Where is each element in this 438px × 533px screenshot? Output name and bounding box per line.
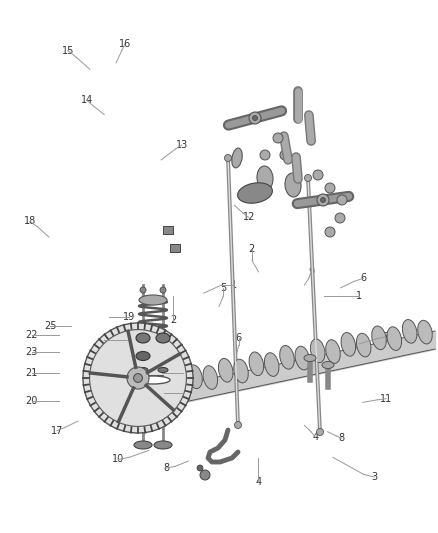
Circle shape: [160, 287, 166, 293]
Circle shape: [273, 133, 283, 143]
Text: 19: 19: [123, 312, 135, 322]
Circle shape: [335, 213, 345, 223]
Bar: [139, 388, 147, 416]
Text: 24: 24: [121, 335, 133, 345]
Circle shape: [225, 155, 232, 161]
Text: 18: 18: [24, 216, 36, 226]
Ellipse shape: [219, 359, 233, 382]
Text: 16: 16: [119, 39, 131, 49]
Ellipse shape: [326, 340, 340, 364]
Text: 10: 10: [112, 455, 124, 464]
Text: 4: 4: [255, 478, 261, 487]
Text: 7: 7: [161, 389, 167, 398]
Ellipse shape: [249, 352, 264, 376]
Ellipse shape: [232, 148, 242, 168]
Ellipse shape: [139, 295, 167, 305]
Ellipse shape: [257, 166, 273, 190]
Ellipse shape: [136, 376, 170, 384]
Text: 4: 4: [312, 432, 318, 442]
Text: 20: 20: [25, 396, 38, 406]
Ellipse shape: [304, 354, 316, 361]
Circle shape: [317, 429, 324, 435]
Bar: [170, 244, 180, 252]
Text: 13: 13: [176, 140, 188, 150]
Text: 1: 1: [356, 291, 362, 301]
Ellipse shape: [154, 441, 172, 449]
Ellipse shape: [403, 319, 417, 343]
Text: 14: 14: [81, 95, 93, 105]
Circle shape: [140, 287, 146, 293]
Text: 3: 3: [371, 472, 378, 482]
Bar: [159, 388, 167, 416]
Text: 15: 15: [62, 46, 74, 55]
Ellipse shape: [134, 441, 152, 449]
Text: 23: 23: [25, 347, 38, 357]
Text: 7: 7: [382, 332, 389, 342]
Ellipse shape: [188, 365, 202, 389]
Text: 2: 2: [249, 245, 255, 254]
Text: 1: 1: [231, 280, 237, 290]
Text: 21: 21: [25, 368, 38, 378]
Circle shape: [200, 470, 210, 480]
Circle shape: [83, 323, 193, 433]
Circle shape: [317, 194, 329, 206]
Ellipse shape: [372, 326, 386, 350]
Text: 25: 25: [44, 321, 57, 331]
Text: 6: 6: [360, 273, 367, 283]
Circle shape: [134, 374, 142, 382]
Text: 22: 22: [25, 330, 38, 340]
Ellipse shape: [234, 359, 248, 383]
Ellipse shape: [280, 345, 294, 369]
Ellipse shape: [285, 173, 301, 197]
Ellipse shape: [136, 333, 150, 343]
Ellipse shape: [295, 346, 310, 370]
Text: 5: 5: [220, 283, 226, 293]
Circle shape: [127, 367, 149, 389]
Text: 17: 17: [51, 426, 63, 435]
Text: 8: 8: [163, 463, 170, 473]
Ellipse shape: [265, 353, 279, 376]
Text: 9: 9: [308, 267, 314, 277]
Text: 12: 12: [243, 213, 255, 222]
Ellipse shape: [237, 183, 272, 203]
Text: 2: 2: [170, 315, 176, 325]
Circle shape: [234, 422, 241, 429]
Circle shape: [260, 150, 270, 160]
Circle shape: [304, 174, 311, 182]
Bar: [163, 226, 173, 234]
Ellipse shape: [203, 366, 218, 389]
Ellipse shape: [387, 327, 402, 350]
Ellipse shape: [158, 367, 168, 373]
Text: 11: 11: [380, 394, 392, 403]
Ellipse shape: [138, 367, 148, 373]
Text: 8: 8: [339, 433, 345, 443]
Circle shape: [325, 227, 335, 237]
Ellipse shape: [322, 361, 334, 368]
Ellipse shape: [311, 339, 325, 362]
Circle shape: [321, 198, 325, 203]
Circle shape: [313, 170, 323, 180]
Ellipse shape: [418, 320, 432, 344]
Circle shape: [337, 195, 347, 205]
Bar: [129, 375, 163, 381]
Circle shape: [252, 116, 258, 120]
Circle shape: [249, 112, 261, 124]
Text: 6: 6: [236, 334, 242, 343]
Ellipse shape: [357, 333, 371, 357]
Ellipse shape: [136, 351, 150, 360]
Ellipse shape: [280, 150, 290, 160]
Text: 9: 9: [159, 368, 165, 378]
Ellipse shape: [156, 333, 170, 343]
Circle shape: [197, 465, 203, 471]
Ellipse shape: [341, 333, 356, 356]
Circle shape: [325, 183, 335, 193]
